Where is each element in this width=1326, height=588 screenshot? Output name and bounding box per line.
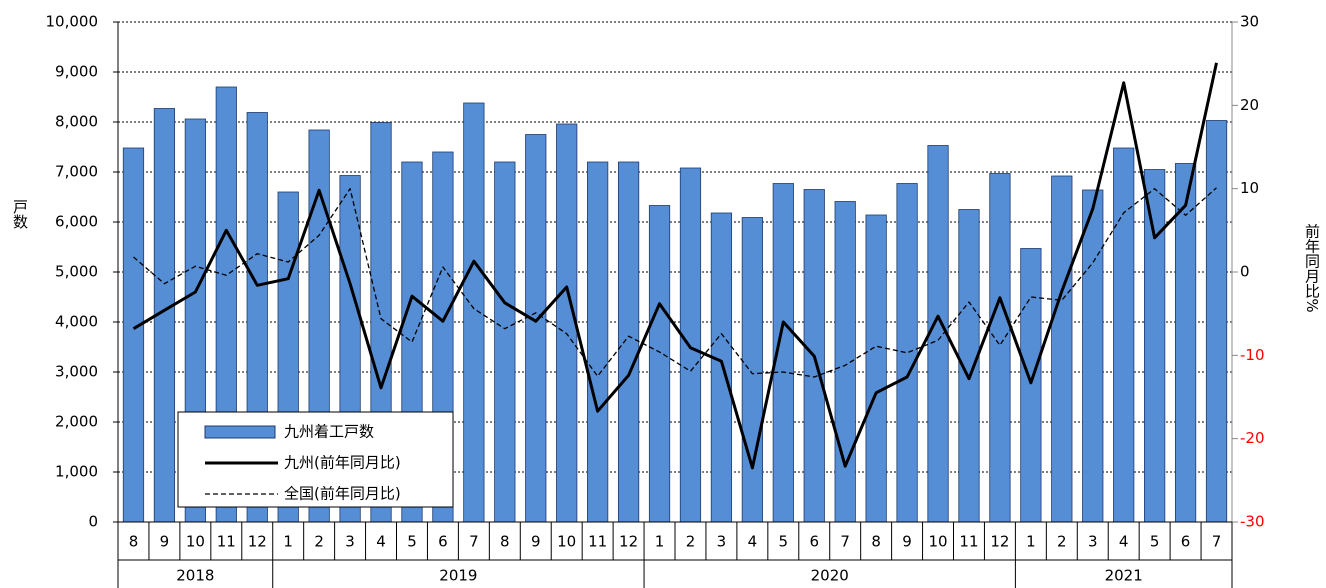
y-tick-label: 7,000 — [55, 163, 98, 181]
x-tick-label: 7 — [840, 533, 850, 551]
y-axis-title: 戸数 — [11, 199, 29, 229]
bar — [1051, 175, 1073, 523]
x-tick-label: 4 — [748, 533, 758, 551]
bar — [556, 123, 578, 523]
x-tick-label: 8 — [129, 533, 139, 551]
bar — [834, 201, 856, 523]
y-tick-label: 6,000 — [55, 213, 98, 231]
x-tick-label: 10 — [186, 533, 205, 551]
x-tick-label: 1 — [655, 533, 665, 551]
x-tick-label: 5 — [1150, 533, 1160, 551]
group-label: 2021 — [1105, 567, 1143, 585]
y-tick-label: 0 — [88, 513, 98, 531]
y-tick-label: 2,000 — [55, 413, 98, 431]
legend-swatch — [204, 425, 276, 439]
bar — [617, 161, 640, 523]
y2-tick-label: 0 — [1240, 263, 1250, 281]
y-tick-label: 9,000 — [55, 63, 98, 81]
bar — [525, 134, 547, 523]
x-tick-label: 4 — [376, 533, 386, 551]
x-tick-label: 8 — [871, 533, 881, 551]
line — [133, 187, 1217, 378]
x-tick-label: 3 — [345, 533, 355, 551]
x-tick-label: 10 — [557, 533, 576, 551]
x-tick-label: 8 — [500, 533, 510, 551]
legend-label: 全国(前年同月比) — [284, 485, 401, 503]
bar — [741, 217, 763, 523]
bar — [122, 147, 145, 523]
group-label: 2020 — [811, 567, 849, 585]
x-tick-label: 12 — [248, 533, 267, 551]
x-tick-label: 11 — [217, 533, 236, 551]
y-tick-label: 10,000 — [46, 13, 99, 31]
x-tick-label: 9 — [160, 533, 170, 551]
bar — [587, 161, 609, 523]
bar — [494, 161, 516, 523]
legend-label: 九州(前年同月比) — [284, 454, 401, 472]
x-tick-label: 1 — [1026, 533, 1036, 551]
x-tick-label: 2 — [314, 533, 324, 551]
x-tick-label: 5 — [407, 533, 417, 551]
x-tick-label: 11 — [588, 533, 607, 551]
x-tick-label: 4 — [1119, 533, 1129, 551]
x-tick-label: 6 — [1181, 533, 1191, 551]
y2-tick-label: 30 — [1240, 13, 1259, 31]
y-tick-label: 5,000 — [55, 263, 98, 281]
x-tick-label: 9 — [531, 533, 541, 551]
bar — [1174, 163, 1197, 523]
y2-tick-label: -20 — [1240, 429, 1265, 447]
bar — [1144, 169, 1166, 523]
y2-tick-label: -30 — [1240, 513, 1265, 531]
bar — [865, 214, 887, 523]
y-tick-label: 1,000 — [55, 463, 98, 481]
x-tick-label: 7 — [469, 533, 479, 551]
x-tick-label: 5 — [779, 533, 789, 551]
bar — [648, 205, 671, 523]
bar — [989, 173, 1011, 523]
bar — [1205, 120, 1228, 523]
x-tick-label: 3 — [1088, 533, 1098, 551]
y2-axis-title: 前年同月比% — [1303, 223, 1321, 312]
bar — [710, 212, 733, 523]
x-tick-label: 11 — [959, 533, 978, 551]
bar — [679, 167, 702, 523]
line — [132, 62, 1218, 470]
x-tick-label: 10 — [928, 533, 947, 551]
x-tick-label: 2 — [686, 533, 696, 551]
y-tick-label: 3,000 — [55, 363, 98, 381]
bar — [1113, 147, 1135, 523]
bar — [896, 183, 918, 523]
x-tick-label: 12 — [619, 533, 638, 551]
x-tick-label: 2 — [1057, 533, 1067, 551]
bar — [1020, 248, 1042, 523]
x-tick-label: 3 — [717, 533, 727, 551]
group-label: 2019 — [439, 567, 477, 585]
y2-tick-label: 10 — [1240, 179, 1259, 197]
x-tick-label: 6 — [438, 533, 448, 551]
x-tick-label: 6 — [809, 533, 819, 551]
y-tick-label: 4,000 — [55, 313, 98, 331]
y-tick-label: 8,000 — [55, 113, 98, 131]
x-tick-label: 1 — [283, 533, 293, 551]
bar — [463, 102, 485, 523]
y2-tick-label: 20 — [1240, 96, 1259, 114]
y2-tick-label: -10 — [1240, 346, 1265, 364]
x-tick-label: 7 — [1212, 533, 1222, 551]
bar — [1082, 189, 1104, 523]
x-tick-label: 12 — [990, 533, 1009, 551]
x-tick-label: 9 — [902, 533, 912, 551]
legend-label: 九州着工戸数 — [284, 423, 374, 441]
group-label: 2018 — [176, 567, 214, 585]
